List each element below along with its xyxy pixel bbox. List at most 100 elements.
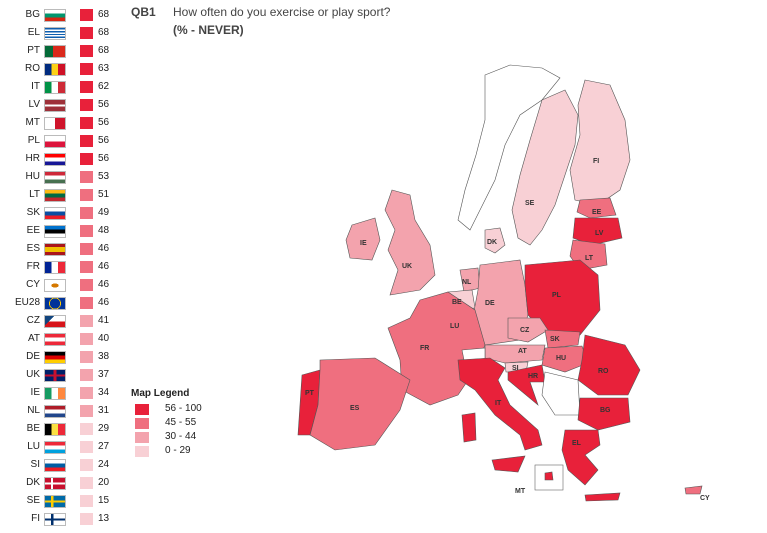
map-label-ie: IE [360,240,367,247]
country-code: SE [26,495,40,506]
map-label-mt: MT [515,488,526,495]
value-swatch [80,189,93,201]
flag-icon [44,513,66,526]
value-label: 29 [98,423,110,434]
flag-icon [44,279,66,292]
country-code: FI [31,513,40,524]
flag-icon [44,243,66,256]
country-sk [544,329,581,349]
value-swatch [80,351,93,363]
map-label-fr: FR [420,345,429,352]
value-label: 15 [98,495,110,506]
map-label-pl: PL [552,292,562,299]
country-no [457,64,561,231]
country-cy [684,485,703,495]
ranking-row: IE 34 [0,384,120,402]
ranking-row: SE 15 [0,492,120,510]
value-label: 68 [98,45,110,56]
value-label: 27 [98,441,110,452]
value-label: 24 [98,459,110,470]
country-code: CZ [26,315,40,326]
question-text: How often do you exercise or play sport? [173,5,391,19]
country-code: NL [27,405,40,416]
value-swatch [80,45,93,57]
country-el-crete [584,492,621,502]
flag-icon [44,315,66,328]
country-code: HU [25,171,40,182]
map-label-pt: PT [305,390,315,397]
map-label-hu: HU [556,355,566,362]
value-swatch [80,153,93,165]
country-code: HR [25,153,40,164]
ranking-row: FI 13 [0,510,120,528]
map-label-be: BE [452,299,462,306]
question-code: QB1 [131,5,156,19]
ranking-row: SK 49 [0,204,120,222]
map-label-es: ES [350,405,360,412]
flag-icon [44,333,66,346]
flag-icon [44,369,66,382]
country-ie [345,217,381,261]
legend-item: 45 - 55 [131,417,196,431]
map-label-at: AT [518,348,528,355]
country-code: BG [25,9,40,20]
country-el [561,429,601,486]
country-rs [541,371,581,416]
country-it-sicily [491,455,526,473]
country-pl [524,259,601,336]
value-swatch [80,297,93,309]
country-mt [544,471,554,481]
ranking-row: AT 40 [0,330,120,348]
map-label-ee: EE [592,209,602,216]
map-label-sk: SK [550,336,560,343]
ranking-row: EL 68 [0,24,120,42]
value-label: 13 [98,513,110,524]
value-label: 46 [98,297,110,308]
value-label: 56 [98,117,110,128]
legend-label: 0 - 29 [165,445,191,456]
value-swatch [80,135,93,147]
ranking-row: RO 63 [0,60,120,78]
map-label-de: DE [485,300,495,307]
country-code: DK [26,477,40,488]
map-label-lv: LV [595,230,604,237]
ranking-row: DK 20 [0,474,120,492]
value-swatch [80,477,93,489]
value-swatch [80,27,93,39]
country-code: LT [29,189,40,200]
country-it [457,357,543,451]
europe-map: FI SE EE LV LT IE UK DK NL BE DE PL LU C… [297,64,710,502]
legend-item: 0 - 29 [131,445,191,459]
value-label: 48 [98,225,110,236]
map-label-si: SI [512,365,519,372]
value-swatch [80,369,93,381]
flag-icon [44,63,66,76]
country-lv [572,217,623,246]
country-dk [484,227,506,254]
ranking-row: NL 31 [0,402,120,420]
map-label-dk: DK [487,239,497,246]
legend-label: 56 - 100 [165,403,202,414]
country-code: DE [26,351,40,362]
country-code: IT [31,81,40,92]
flag-icon [44,81,66,94]
value-swatch [80,243,93,255]
value-swatch [80,81,93,93]
country-es [309,357,411,451]
flag-icon [44,45,66,58]
flag-icon [44,387,66,400]
value-swatch [80,9,93,21]
value-swatch [80,441,93,453]
country-ro [577,334,641,396]
legend-label: 45 - 55 [165,417,197,428]
country-code: LU [27,441,40,452]
value-swatch [80,63,93,75]
ranking-row: IT 62 [0,78,120,96]
value-label: 37 [98,369,110,380]
legend-label: 30 - 44 [165,431,197,442]
ranking-row: FR 46 [0,258,120,276]
ranking-row: PL 56 [0,132,120,150]
country-se [511,89,579,246]
map-label-cz: CZ [520,327,530,334]
flag-icon [44,153,66,166]
